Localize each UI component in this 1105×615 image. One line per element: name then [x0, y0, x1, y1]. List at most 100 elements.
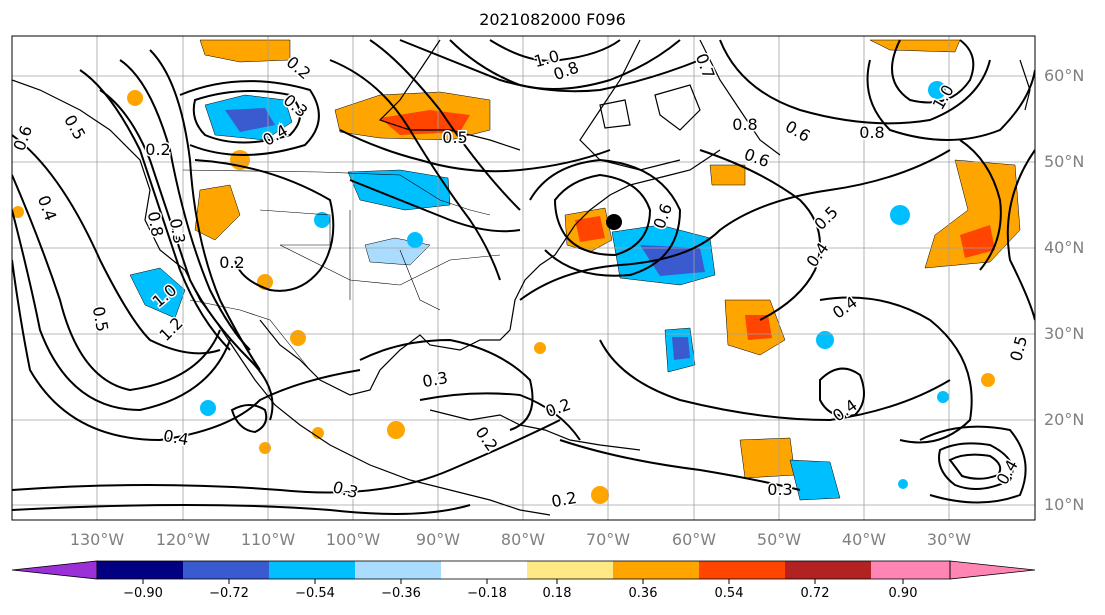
colorbar-tick-label: −0.72	[209, 586, 249, 601]
contour-label: 0.8	[859, 123, 884, 142]
shade-positive	[12, 206, 24, 218]
shade-positive-strong	[745, 315, 772, 340]
lon-label: 80°W	[500, 530, 546, 549]
lon-label: 120°W	[155, 530, 211, 549]
shade-negative	[816, 331, 834, 349]
colorbar-tick-label: −0.18	[467, 586, 507, 601]
lat-label: 60°N	[1044, 66, 1085, 85]
shade-positive-strong	[380, 110, 470, 135]
lon-label: 60°W	[671, 530, 717, 549]
contour-lines	[12, 39, 1035, 515]
shade-negative	[928, 81, 946, 99]
colorbar-segment	[613, 561, 699, 579]
colorbar-arrow-low	[11, 560, 98, 580]
lon-label: 70°W	[585, 530, 631, 549]
contour-label: 0.5	[89, 305, 112, 333]
lat-label: 40°N	[1044, 238, 1085, 257]
lon-label: 40°W	[841, 530, 887, 549]
shade-negative	[890, 205, 910, 225]
contour-label: 0.2	[550, 488, 578, 511]
lon-label: 110°W	[240, 530, 296, 549]
contour-label: 0.6	[650, 201, 677, 231]
contour-label: 0.6	[782, 117, 814, 146]
contour-label: 0.5	[810, 202, 841, 233]
shade-negative	[314, 212, 330, 228]
shade-positive	[194, 184, 241, 241]
shade-positive	[312, 427, 324, 439]
shade-positive	[709, 164, 746, 186]
shade-positive	[290, 330, 306, 346]
lat-label: 30°N	[1044, 324, 1085, 343]
shade-positive	[981, 373, 995, 387]
colorbar-tick-label: 0.90	[888, 586, 918, 601]
contour-label: 0.3	[331, 477, 361, 502]
contour-label: 0.4	[802, 239, 832, 271]
map-title: 2021082000 F096	[479, 10, 626, 29]
contour-label: 0.5	[1006, 334, 1031, 364]
contour-label: 0.6	[10, 123, 37, 153]
contour-label: 0.6	[742, 145, 772, 172]
colorbar-segment	[441, 561, 527, 579]
contour-label: 1.2	[155, 313, 186, 344]
colorbar-tick-label: 0.18	[542, 586, 572, 601]
shade-positive	[869, 39, 961, 53]
colorbar-segment	[97, 561, 183, 579]
contour-label: 0.4	[162, 426, 190, 449]
colorbar-segment	[269, 561, 355, 579]
contour-label: 0.5	[442, 128, 467, 147]
map-frame	[11, 35, 1036, 521]
colorbar-tick-label: −0.36	[381, 586, 421, 601]
shade-negative	[200, 400, 216, 416]
colorbar-tick-label: −0.90	[123, 586, 163, 601]
shade-negative	[937, 391, 949, 403]
shade-positive	[739, 437, 796, 479]
contour-label: 0.3	[421, 368, 449, 391]
lon-label: 100°W	[325, 530, 381, 549]
colorbar-segment	[785, 561, 871, 579]
lon-label: 30°W	[926, 530, 972, 549]
lon-label: 50°W	[756, 530, 802, 549]
lon-label: 130°W	[69, 530, 125, 549]
colorbar-tick-label: 0.72	[800, 586, 830, 601]
lat-label: 50°N	[1044, 152, 1085, 171]
shade-negative	[898, 479, 908, 489]
colorbar-segment	[871, 561, 950, 579]
colorbar-tick-label: −0.54	[295, 586, 335, 601]
colorbar-arrow-high	[949, 560, 1036, 580]
colorbar-segment	[699, 561, 785, 579]
shade-negative	[407, 232, 423, 248]
shading-layer	[12, 39, 1021, 504]
shade-negative-strong	[640, 245, 705, 276]
shade-positive	[387, 421, 405, 439]
shade-negative-strong	[672, 337, 690, 360]
lon-label: 90°W	[415, 530, 461, 549]
colorbar-segment	[183, 561, 269, 579]
colorbar-tick-label: 0.54	[714, 586, 744, 601]
lat-label: 20°N	[1044, 410, 1085, 429]
shade-positive	[127, 90, 143, 106]
shade-positive	[534, 342, 546, 354]
contour-label: 0.2	[219, 253, 244, 272]
contour-label: 0.8	[732, 115, 757, 134]
contour-label: 0.3	[767, 480, 792, 499]
colorbar-segment	[355, 561, 441, 579]
colorbar-tick-label: 0.36	[628, 586, 658, 601]
shade-negative-strong	[225, 108, 275, 132]
shade-negative	[129, 267, 186, 319]
lat-label: 10°N	[1044, 495, 1085, 514]
shade-positive	[259, 442, 271, 454]
shade-positive-strong	[575, 216, 605, 242]
shade-negative	[347, 169, 451, 211]
contour-label: 0.4	[34, 193, 61, 223]
shade-positive	[591, 486, 609, 504]
contour-label: 0.7	[692, 51, 719, 81]
contour-label: 0.8	[144, 210, 167, 238]
shade-positive	[199, 39, 291, 63]
colorbar	[11, 560, 1036, 584]
colorbar-segment	[527, 561, 613, 579]
contour-label: 0.5	[60, 111, 89, 143]
shade-positive-strong	[960, 225, 995, 258]
contour-label: 0.4	[829, 395, 861, 425]
contour-label: 0.2	[543, 395, 573, 422]
